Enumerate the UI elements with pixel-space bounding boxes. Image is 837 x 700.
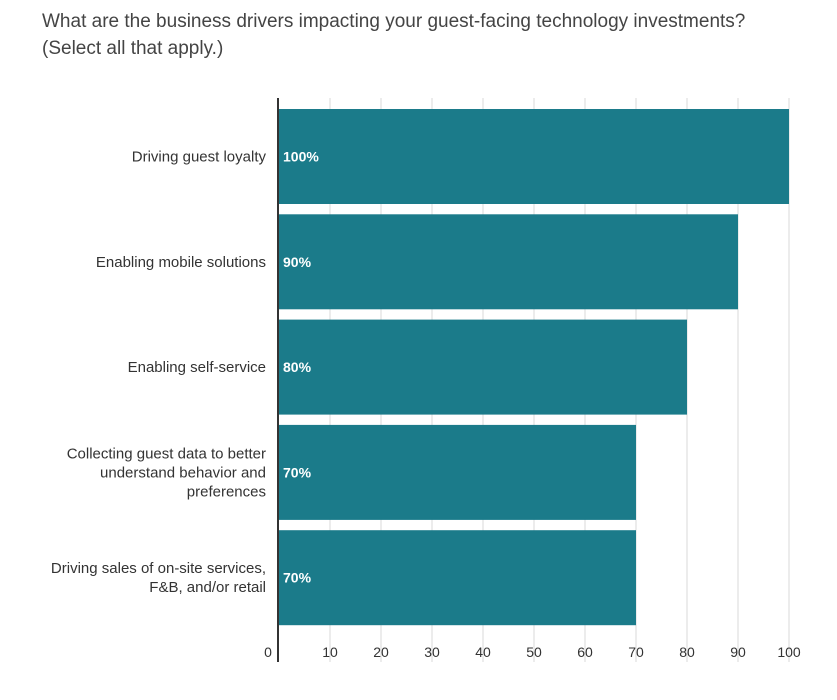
bar [279, 109, 789, 204]
bar-value-label: 90% [283, 254, 312, 270]
category-label: F&B, and/or retail [149, 579, 266, 596]
x-tick-label: 40 [475, 644, 491, 660]
x-tick-label: 70 [628, 644, 644, 660]
chart-title: What are the business drivers impacting … [42, 8, 822, 62]
x-tick-label: 60 [577, 644, 593, 660]
bar [279, 530, 636, 626]
x-tick-label: 50 [526, 644, 542, 660]
category-label: preferences [187, 483, 266, 500]
x-tick-label: 100 [777, 644, 801, 660]
x-tick-label: 90 [730, 644, 746, 660]
bar [279, 319, 687, 415]
x-tick-label: 20 [373, 644, 389, 660]
category-label: Enabling self-service [128, 359, 266, 376]
category-label: Driving guest loyalty [132, 149, 267, 166]
bar-value-label: 70% [283, 464, 312, 480]
bar-value-label: 100% [283, 149, 319, 165]
bar-value-label: 70% [283, 570, 312, 586]
x-tick-label: 30 [424, 644, 440, 660]
bar [279, 214, 738, 310]
x-tick-label: 80 [679, 644, 695, 660]
category-label: Driving sales of on-site services, [51, 560, 266, 577]
category-label: Enabling mobile solutions [96, 254, 266, 271]
bar-value-label: 80% [283, 359, 312, 375]
chart-title-line-1: What are the business drivers impacting … [42, 11, 746, 32]
bar [279, 424, 636, 520]
x-tick-label: 10 [322, 644, 338, 660]
chart-title-line-2: (Select all that apply.) [42, 38, 224, 59]
category-label: Collecting guest data to better [67, 445, 266, 462]
x-tick-label: 0 [264, 644, 272, 660]
category-label: understand behavior and [100, 464, 266, 481]
